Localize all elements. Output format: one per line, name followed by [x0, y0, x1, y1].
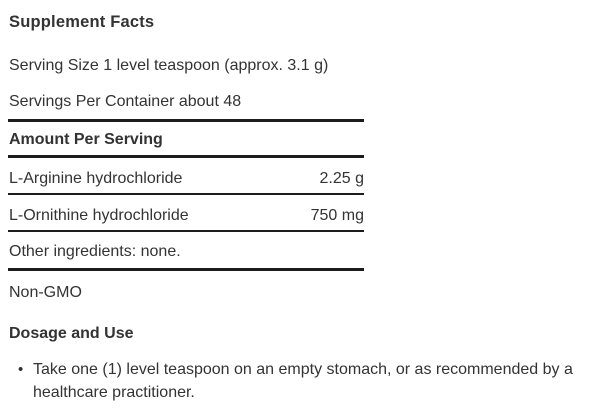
dosage-and-use-title: Dosage and Use	[9, 325, 134, 342]
ingredient-name: L-Ornithine hydrochloride	[9, 207, 189, 224]
bullet-icon: •	[18, 361, 24, 378]
serving-size-text: Serving Size 1 level teaspoon (approx. 3…	[9, 57, 329, 74]
dosage-instruction-item: • Take one (1) level teaspoon on an empt…	[9, 358, 590, 404]
ingredient-row: L-Ornithine hydrochloride 750 mg	[9, 207, 364, 224]
ingredient-amount: 750 mg	[310, 207, 364, 224]
servings-per-container-text: Servings Per Container about 48	[9, 93, 242, 110]
divider-above-other-ingredients	[8, 230, 364, 232]
divider-ingredient-separator	[8, 193, 364, 195]
non-gmo-text: Non-GMO	[9, 284, 82, 301]
divider-below-amount-header	[8, 155, 364, 158]
label-content: Supplement Facts Serving Size 1 level te…	[8, 13, 590, 404]
dosage-instruction-text: Take one (1) level teaspoon on an empty …	[33, 361, 573, 401]
divider-above-amount-header	[8, 119, 364, 122]
supplement-facts-title: Supplement Facts	[9, 13, 155, 31]
ingredient-amount: 2.25 g	[319, 170, 364, 187]
amount-per-serving-header: Amount Per Serving	[9, 131, 163, 148]
other-ingredients-text: Other ingredients: none.	[9, 243, 181, 260]
ingredient-name: L-Arginine hydrochloride	[9, 170, 183, 187]
ingredient-row: L-Arginine hydrochloride 2.25 g	[9, 170, 364, 187]
divider-table-bottom	[8, 268, 364, 271]
